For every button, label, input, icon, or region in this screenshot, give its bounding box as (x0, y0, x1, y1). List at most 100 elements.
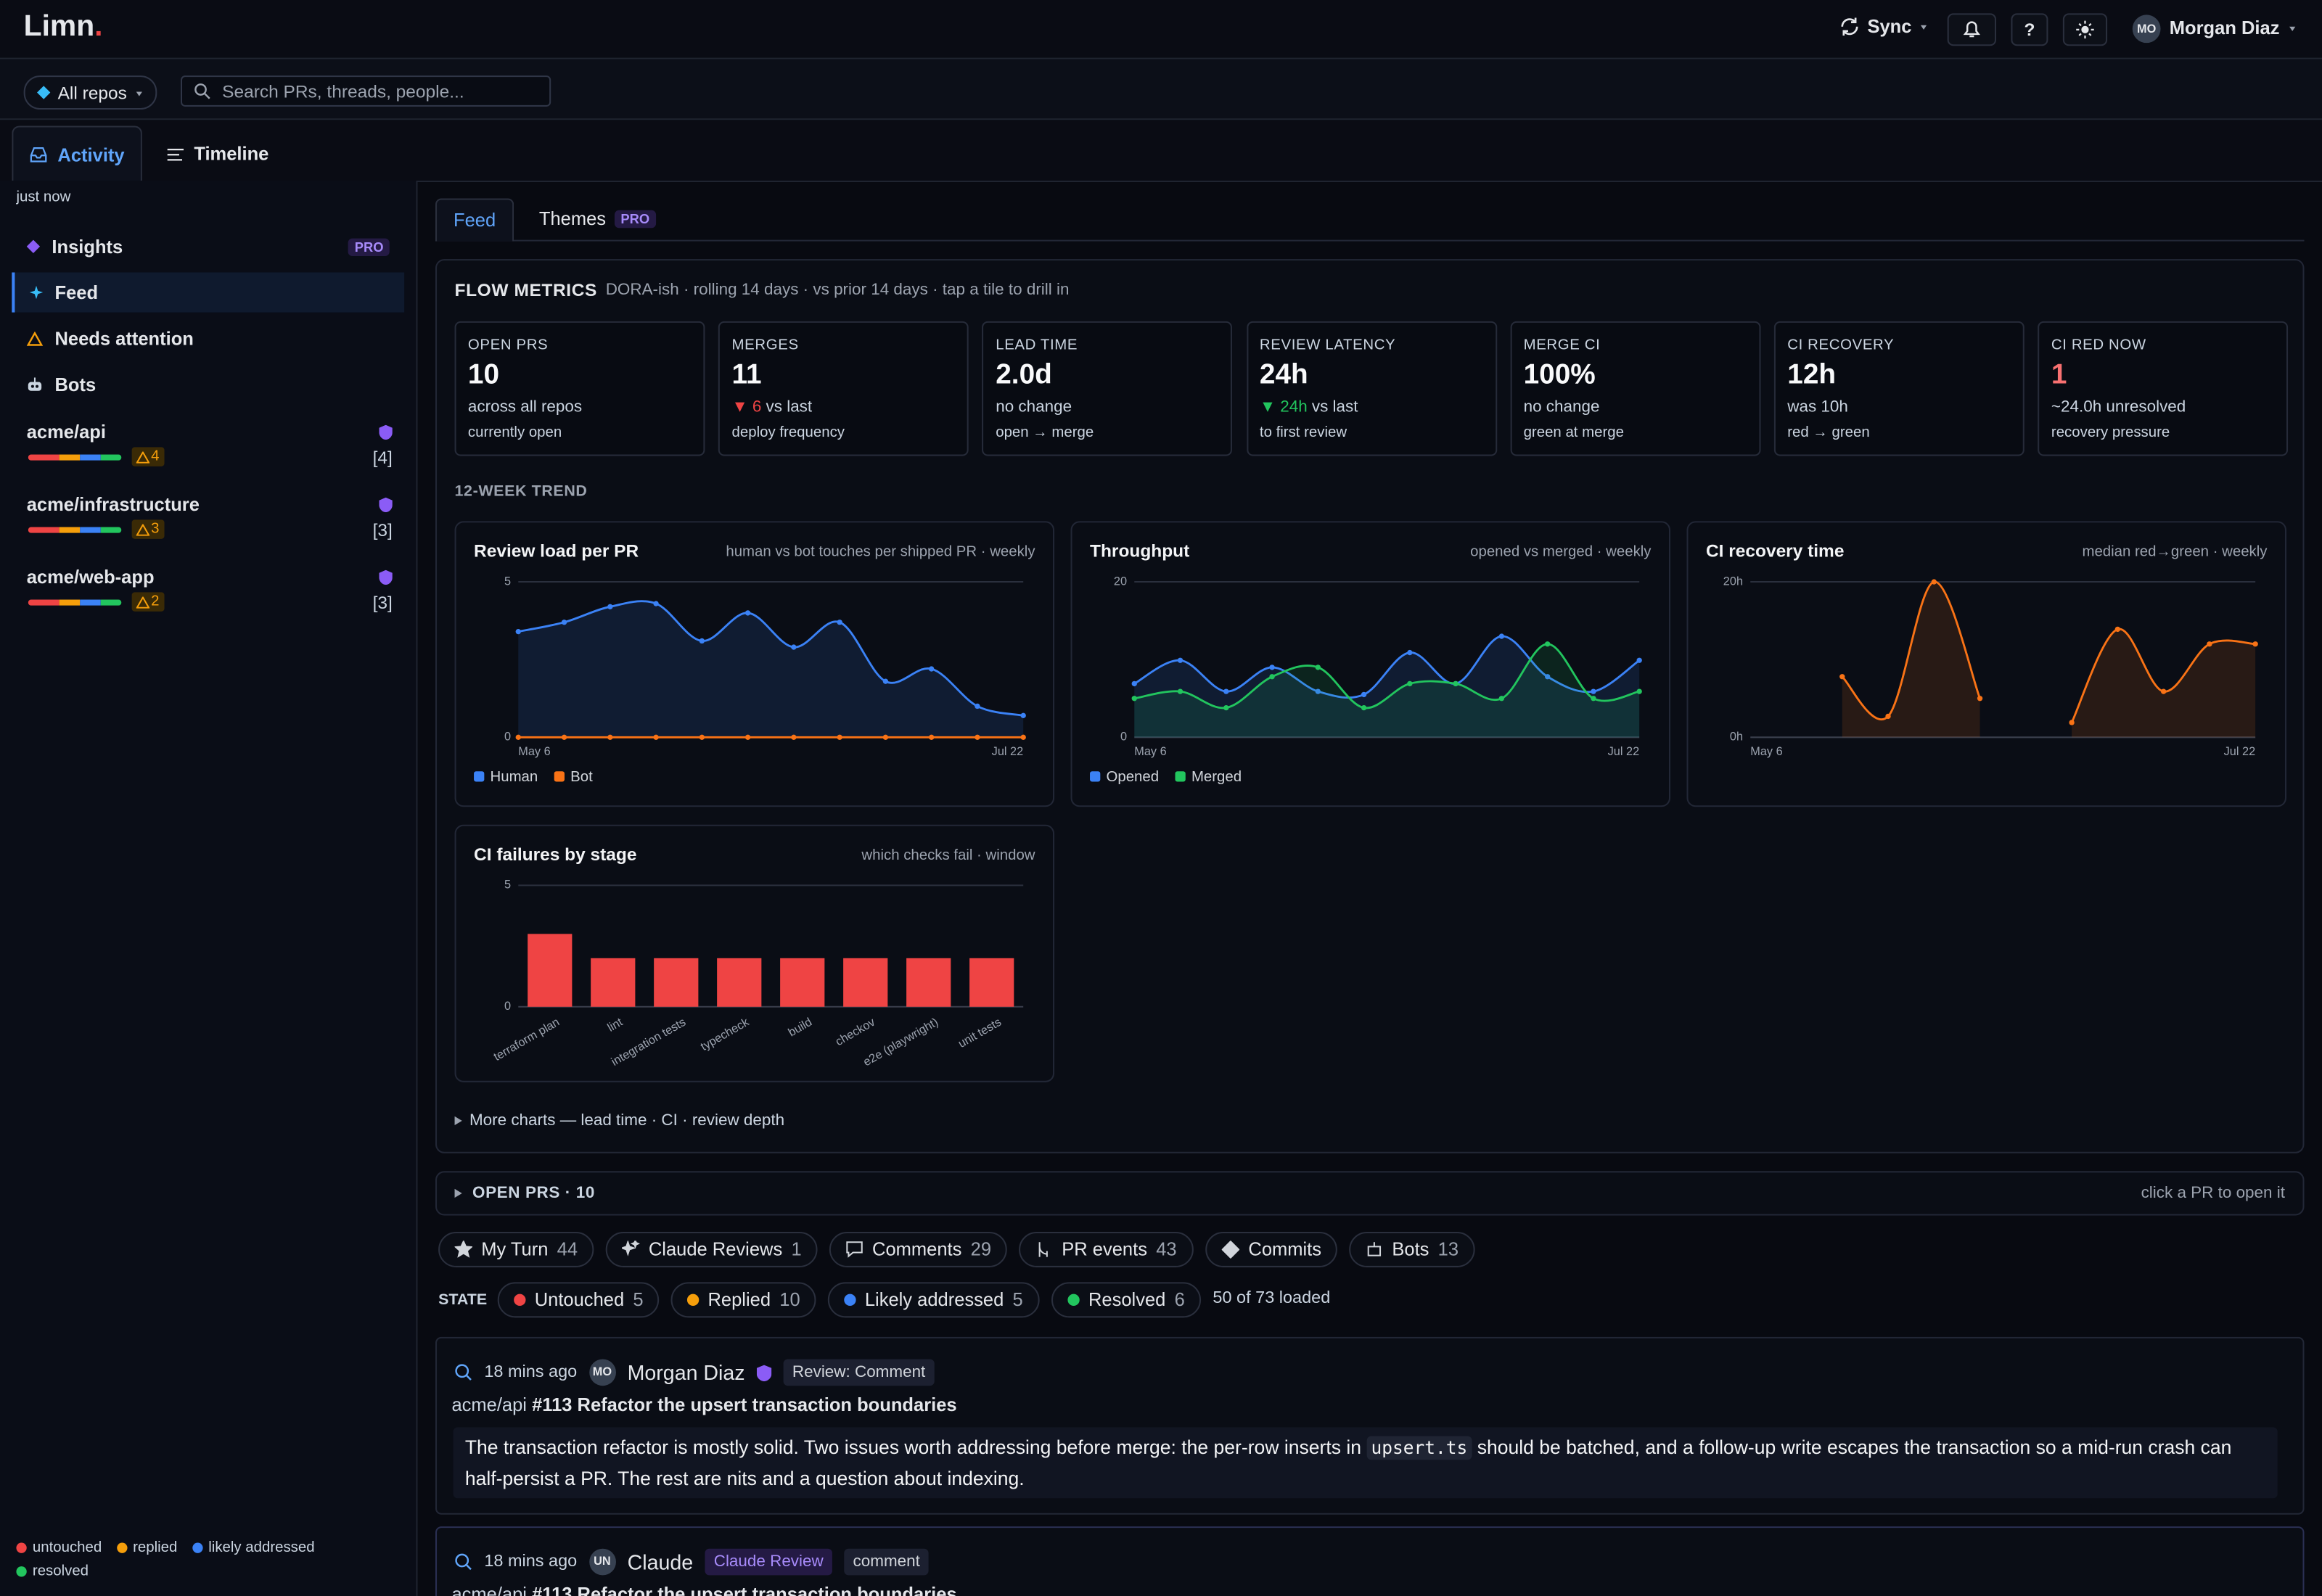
sync-icon (1841, 17, 1858, 36)
metric-tile[interactable]: MERGE CI 100% no change green at merge (1510, 321, 1761, 456)
content-tab-label: Themes (538, 208, 607, 230)
x-tick-label: May 6 (518, 745, 550, 758)
chip-label: PR events (1062, 1239, 1147, 1260)
nav-item[interactable]: Insights PRO (12, 226, 404, 266)
disclosure (454, 1188, 462, 1198)
x-tick-label: unit tests (956, 1016, 1004, 1050)
filter-chip[interactable]: PR events 43 (1019, 1231, 1194, 1267)
sidebar (0, 180, 418, 1596)
state-chip[interactable]: Likely addressed 5 (827, 1282, 1040, 1318)
shield-shape (379, 569, 393, 585)
area-fill (1134, 635, 1640, 738)
data-point (2252, 641, 2258, 647)
state-bar (28, 527, 122, 533)
search-box[interactable]: Search PRs, threads, people... (180, 75, 551, 107)
legend-label: resolved (32, 1563, 89, 1580)
bar (654, 958, 699, 1007)
delta-value: 24h (1280, 398, 1308, 416)
y-tick-label: 5 (504, 879, 511, 892)
bar (717, 958, 762, 1007)
repo-item[interactable]: acme/web-app 2 [3] (12, 563, 404, 620)
nav-item[interactable]: Bots (12, 364, 404, 404)
brand[interactable]: Limn. (24, 10, 103, 44)
data-point (1177, 688, 1183, 694)
chart-title: CI recovery time (1706, 542, 1844, 562)
filter-chip[interactable]: Bots 13 (1349, 1231, 1475, 1267)
more-charts-toggle[interactable]: More charts — lead time · CI · review de… (454, 1111, 785, 1130)
chart-card: Throughput opened vs merged · weekly 0 20 Ma… (1070, 521, 1671, 807)
feed-item[interactable]: 18 mins ago UN Claude Claude Review comm… (435, 1526, 2305, 1596)
chart-subtitle: opened vs merged · weekly (1470, 544, 1652, 560)
comment-text: should be batched, and a follow-up write… (464, 1436, 2232, 1489)
metric-tile[interactable]: REVIEW LATENCY 24h ▼ 24h vs last to first rev… (1246, 321, 1497, 456)
user-avatar[interactable]: MO (2132, 15, 2161, 44)
chip-icon (1367, 1242, 1382, 1256)
chart-subtitle: median red→green · weekly (2082, 544, 2268, 560)
sync-button[interactable]: Sync (1839, 16, 1928, 37)
theme-button[interactable] (2062, 13, 2108, 46)
more-charts-label: More charts — lead time · CI · review de… (469, 1111, 785, 1130)
repo-filter[interactable]: All repos (23, 75, 157, 110)
view-tab-active[interactable]: Activity (12, 126, 142, 183)
legend-swatch (474, 771, 485, 782)
state-chip[interactable]: Replied 10 (670, 1282, 817, 1318)
data-point (607, 734, 613, 740)
data-point (607, 604, 613, 609)
metric-tile[interactable]: MERGES 11 ▼ 6 vs last deploy frequency (718, 321, 969, 456)
view-tab[interactable]: Timeline (167, 144, 268, 165)
user-name: Morgan Diaz (2169, 17, 2280, 39)
repo-filter-label: All repos (57, 82, 127, 103)
metric-tile[interactable]: CI RED NOW 1 ~24.0h unresolved recovery pre… (2038, 321, 2289, 456)
chart-card: Review load per PR human vs bot touches p… (454, 521, 1055, 807)
open-prs-bar[interactable]: OPEN PRS · 10 click a PR to open it (435, 1171, 2305, 1216)
sync-label: Sync (1867, 16, 1912, 38)
state-dot (844, 1293, 856, 1306)
feed-item-header: 18 mins ago MO Morgan Diaz Review: Comme… (455, 1359, 935, 1386)
metric-tile[interactable]: LEAD TIME 2.0d no change open → merge (982, 321, 1233, 456)
state-bar-segment (100, 527, 122, 533)
content-tab[interactable]: Themes PRO (538, 208, 656, 230)
chip-count: 10 (779, 1289, 800, 1311)
tile-value: 11 (731, 359, 762, 391)
feed-item[interactable]: 18 mins ago MO Morgan Diaz Review: Comme… (435, 1336, 2305, 1515)
bell-icon (1963, 21, 1980, 38)
repo-icon (37, 86, 51, 99)
nav-item[interactable]: Needs attention (12, 318, 404, 358)
chip-icon-shape (454, 1241, 473, 1258)
data-point (1544, 641, 1551, 647)
legend-item: likely addressed (192, 1539, 315, 1556)
notifications-button[interactable] (1947, 13, 1997, 46)
nav-icon (29, 285, 44, 300)
legend-dot (116, 1542, 127, 1553)
filter-chip[interactable]: Comments 29 (829, 1231, 1008, 1267)
repo-count: [3] (372, 592, 393, 613)
filter-chip[interactable]: My Turn 44 (438, 1231, 594, 1267)
metric-tile[interactable]: OPEN PRS 10 across all repos currently open (454, 321, 705, 456)
repo-item[interactable]: acme/infrastructure 3 [3] (12, 490, 404, 547)
x-tick-label: Jul 22 (992, 745, 1024, 758)
y-tick-label: 0 (504, 1000, 511, 1013)
chip-label: Resolved (1088, 1289, 1166, 1311)
x-tick-label: May 6 (1750, 745, 1782, 758)
chart: Throughput opened vs merged · weekly 0 20 Ma… (1090, 542, 1652, 785)
filter-chip[interactable]: Claude Reviews 1 (605, 1231, 819, 1267)
data-point (882, 734, 889, 740)
metric-tile[interactable]: CI RECOVERY 12h was 10h red → green (1773, 321, 2024, 456)
content-tab-active[interactable]: Feed (435, 198, 514, 242)
pr-title: #113 Refactor the upsert transaction bou… (532, 1584, 957, 1596)
state-chip[interactable]: Resolved 6 (1051, 1282, 1202, 1318)
author: Morgan Diaz (627, 1360, 745, 1385)
repo-item[interactable]: acme/api 4 [4] (12, 418, 404, 474)
legend-label: replied (133, 1539, 178, 1556)
state-bar-segment (100, 599, 122, 606)
legend-item: replied (116, 1539, 178, 1556)
nav-item-active[interactable]: Feed (12, 272, 405, 313)
state-bar-segment (100, 454, 122, 461)
data-point (791, 734, 797, 740)
state-chip[interactable]: Untouched 5 (497, 1282, 660, 1318)
chip-count: 44 (557, 1239, 578, 1260)
user-menu[interactable]: Morgan Diaz (2170, 17, 2297, 38)
help-button[interactable]: ? (2011, 13, 2048, 46)
filter-chip[interactable]: Commits (1205, 1231, 1338, 1267)
